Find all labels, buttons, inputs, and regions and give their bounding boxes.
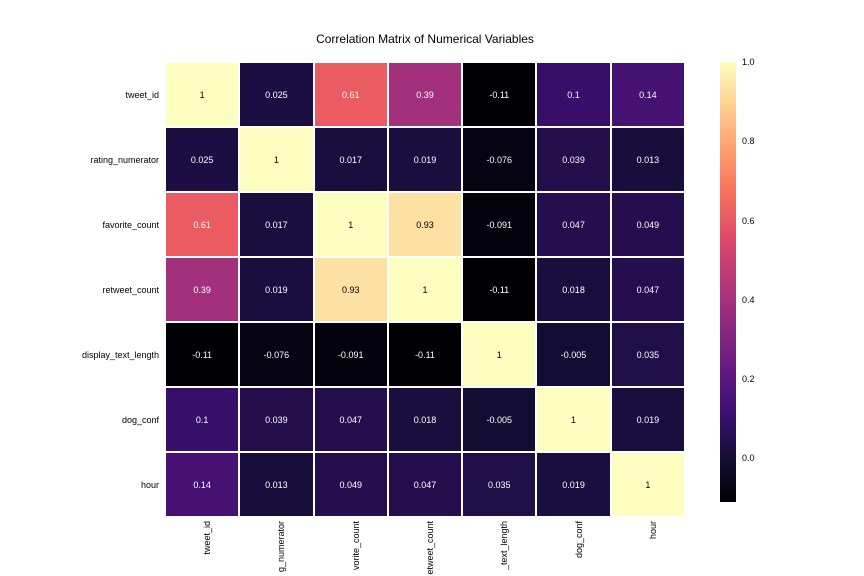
x-tick-label: _text_length bbox=[499, 521, 509, 570]
heatmap-cell: 0.035 bbox=[462, 452, 536, 517]
heatmap-cell: 0.047 bbox=[536, 192, 610, 257]
heatmap-cell: 1 bbox=[462, 322, 536, 387]
heatmap-cell: 0.93 bbox=[388, 192, 462, 257]
x-tick-label: dog_conf bbox=[574, 521, 584, 558]
heatmap-cell: 1 bbox=[536, 387, 610, 452]
x-tick-label: vorite_count bbox=[351, 521, 361, 570]
colorbar-tick-label: 0.4 bbox=[742, 295, 755, 305]
heatmap-cell: -0.076 bbox=[462, 127, 536, 192]
x-tick-label: g_numerator bbox=[276, 521, 286, 572]
colorbar-tick-label: 0.8 bbox=[742, 136, 755, 146]
heatmap-cell: 0.61 bbox=[165, 192, 239, 257]
x-axis-labels: tweet_idg_numeratorvorite_countetweet_co… bbox=[165, 517, 685, 567]
heatmap-cell: 0.019 bbox=[239, 257, 313, 322]
x-tick-label: etweet_count bbox=[425, 521, 435, 575]
heatmap-cell: 0.017 bbox=[239, 192, 313, 257]
x-tick-label: hour bbox=[648, 521, 658, 539]
colorbar-tick-label: 0.2 bbox=[742, 374, 755, 384]
heatmap-cell: 1 bbox=[388, 257, 462, 322]
heatmap-cell: 0.049 bbox=[314, 452, 388, 517]
y-tick-label: tweet_id bbox=[45, 62, 165, 127]
heatmap-cell: 0.013 bbox=[239, 452, 313, 517]
heatmap-cell: 0.39 bbox=[165, 257, 239, 322]
y-tick-label: retweet_count bbox=[45, 257, 165, 322]
heatmap-cell: 0.047 bbox=[611, 257, 685, 322]
colorbar-gradient bbox=[720, 62, 736, 502]
colorbar: 0.00.20.40.60.81.0 bbox=[720, 62, 736, 502]
heatmap-cell: -0.091 bbox=[314, 322, 388, 387]
heatmap-cell: 0.047 bbox=[314, 387, 388, 452]
heatmap-grid: 10.0250.610.39-0.110.10.140.02510.0170.0… bbox=[165, 62, 685, 517]
heatmap-cell: -0.005 bbox=[462, 387, 536, 452]
heatmap-cell: 0.14 bbox=[165, 452, 239, 517]
colorbar-tick-label: 0.0 bbox=[742, 453, 755, 463]
chart-title: Correlation Matrix of Numerical Variable… bbox=[165, 32, 685, 46]
heatmap-cell: -0.11 bbox=[165, 322, 239, 387]
heatmap-cell: 1 bbox=[165, 62, 239, 127]
heatmap-cell: 0.025 bbox=[165, 127, 239, 192]
heatmap-cell: 0.039 bbox=[239, 387, 313, 452]
x-tick-label: tweet_id bbox=[202, 521, 212, 555]
y-tick-label: hour bbox=[45, 452, 165, 517]
y-tick-label: display_text_length bbox=[45, 322, 165, 387]
colorbar-tick-label: 1.0 bbox=[742, 57, 755, 67]
heatmap-cell: 1 bbox=[239, 127, 313, 192]
heatmap-cell: 0.017 bbox=[314, 127, 388, 192]
heatmap-cell: 0.039 bbox=[536, 127, 610, 192]
heatmap-cell: -0.091 bbox=[462, 192, 536, 257]
heatmap-cell: -0.11 bbox=[462, 62, 536, 127]
heatmap-cell: 0.019 bbox=[388, 127, 462, 192]
heatmap-cell: -0.076 bbox=[239, 322, 313, 387]
heatmap-cell: -0.005 bbox=[536, 322, 610, 387]
correlation-heatmap: Correlation Matrix of Numerical Variable… bbox=[165, 62, 685, 517]
heatmap-cell: 0.018 bbox=[536, 257, 610, 322]
heatmap-cell: 0.93 bbox=[314, 257, 388, 322]
heatmap-cell: 0.049 bbox=[611, 192, 685, 257]
heatmap-cell: -0.11 bbox=[462, 257, 536, 322]
heatmap-cell: 0.013 bbox=[611, 127, 685, 192]
heatmap-cell: 0.1 bbox=[536, 62, 610, 127]
colorbar-tick-label: 0.6 bbox=[742, 216, 755, 226]
y-tick-label: dog_conf bbox=[45, 387, 165, 452]
heatmap-cell: -0.11 bbox=[388, 322, 462, 387]
heatmap-cell: 0.019 bbox=[611, 387, 685, 452]
heatmap-cell: 0.14 bbox=[611, 62, 685, 127]
heatmap-cell: 0.047 bbox=[388, 452, 462, 517]
heatmap-cell: 1 bbox=[314, 192, 388, 257]
heatmap-cell: 0.025 bbox=[239, 62, 313, 127]
heatmap-cell: 0.1 bbox=[165, 387, 239, 452]
heatmap-cell: 0.39 bbox=[388, 62, 462, 127]
heatmap-cell: 0.61 bbox=[314, 62, 388, 127]
y-tick-label: rating_numerator bbox=[45, 127, 165, 192]
y-tick-label: favorite_count bbox=[45, 192, 165, 257]
heatmap-cell: 1 bbox=[611, 452, 685, 517]
heatmap-cell: 0.018 bbox=[388, 387, 462, 452]
y-axis-labels: tweet_idrating_numeratorfavorite_countre… bbox=[45, 62, 165, 517]
heatmap-cell: 0.035 bbox=[611, 322, 685, 387]
heatmap-cell: 0.019 bbox=[536, 452, 610, 517]
